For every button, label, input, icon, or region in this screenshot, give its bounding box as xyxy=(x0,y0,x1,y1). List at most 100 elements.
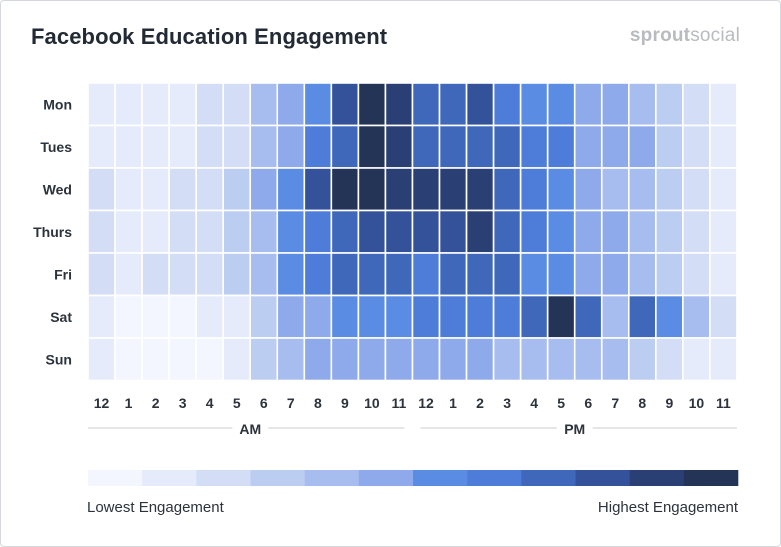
hour-label: 3 xyxy=(179,395,187,411)
heatmap-cell xyxy=(411,209,441,254)
legend-swatch xyxy=(304,470,360,486)
heatmap-cell xyxy=(411,337,441,382)
heatmap-cell xyxy=(114,124,143,169)
heatmap-cell xyxy=(492,337,522,382)
heatmap-cell xyxy=(195,124,225,169)
heatmap-cell xyxy=(249,82,279,127)
heatmap-cell xyxy=(222,124,252,169)
heatmap-cell xyxy=(195,337,225,382)
day-label: Wed xyxy=(43,181,72,197)
heatmap-cell xyxy=(492,124,522,169)
heatmap-cell xyxy=(655,337,684,382)
heatmap-cell xyxy=(357,167,387,212)
heatmap-cell xyxy=(249,252,279,297)
hour-label: 8 xyxy=(314,395,322,411)
heatmap-cell xyxy=(168,294,197,339)
heatmap-cell xyxy=(384,294,414,339)
heatmap-cell xyxy=(546,167,576,212)
heatmap-cell xyxy=(303,294,333,339)
heatmap-cell xyxy=(519,294,549,339)
heatmap-cell xyxy=(600,124,630,169)
hour-label: 4 xyxy=(530,395,538,411)
heatmap-cell xyxy=(87,124,116,169)
heatmap-cell xyxy=(276,294,306,339)
pm-label: PM xyxy=(564,421,585,437)
heatmap-cell xyxy=(709,337,738,382)
brand-regular-text: social xyxy=(690,25,740,46)
am-label-background xyxy=(232,420,269,436)
heatmap-cell xyxy=(465,209,495,254)
am-label: AM xyxy=(239,421,261,437)
heatmap-cell xyxy=(438,252,468,297)
heatmap-cell xyxy=(249,209,279,254)
heatmap-cell xyxy=(573,252,603,297)
heatmap-cell xyxy=(519,209,549,254)
heatmap-cell xyxy=(357,124,387,169)
heatmap-cell xyxy=(357,337,387,382)
heatmap-cell xyxy=(682,294,711,339)
heatmap-cell xyxy=(709,252,738,297)
heatmap-cell xyxy=(438,82,468,127)
hour-label: 10 xyxy=(364,395,380,411)
heatmap-cell xyxy=(627,252,657,297)
heatmap-cell xyxy=(465,124,495,169)
legend-swatch xyxy=(575,470,630,486)
heatmap-cell xyxy=(492,209,522,254)
pm-label-background xyxy=(556,420,593,436)
heatmap-cell xyxy=(87,294,116,339)
heatmap-cell xyxy=(546,82,576,127)
heatmap-cell xyxy=(709,124,738,169)
heatmap-cell xyxy=(655,252,684,297)
legend-swatch xyxy=(196,470,251,486)
heatmap-cell xyxy=(573,337,603,382)
heatmap-cell xyxy=(411,167,441,212)
heatmap-cell xyxy=(330,209,360,254)
heatmap-cell xyxy=(114,252,143,297)
heatmap-cell xyxy=(87,167,116,212)
heatmap-cell xyxy=(222,167,252,212)
day-label: Thurs xyxy=(33,224,72,240)
heatmap-cell xyxy=(709,82,738,127)
heatmap-cell xyxy=(600,294,630,339)
heatmap-cell xyxy=(195,252,225,297)
heatmap-cell xyxy=(168,167,197,212)
heatmap-cell xyxy=(519,337,549,382)
heatmap-cell xyxy=(492,252,522,297)
heatmap-cell xyxy=(276,167,306,212)
heatmap-cell xyxy=(682,167,711,212)
heatmap-cell xyxy=(303,337,333,382)
heatmap-cell xyxy=(87,337,116,382)
heatmap-cell xyxy=(492,82,522,127)
heatmap-cell xyxy=(303,252,333,297)
heatmap-cell xyxy=(141,252,170,297)
day-label: Sat xyxy=(50,309,72,325)
heatmap-cell xyxy=(357,294,387,339)
heatmap-cell xyxy=(465,82,495,127)
heatmap-cell xyxy=(276,337,306,382)
heatmap-cell xyxy=(276,82,306,127)
brand-bold-text: sprout xyxy=(629,25,691,46)
highest-engagement-label: Highest Engagement xyxy=(597,499,738,516)
hour-label: 4 xyxy=(206,395,214,411)
hour-label: 2 xyxy=(476,395,484,411)
heatmap-cell xyxy=(357,82,387,127)
lowest-engagement-label: Lowest Engagement xyxy=(87,499,224,516)
hour-label: 6 xyxy=(260,395,268,411)
heatmap-cell xyxy=(114,337,143,382)
heatmap-cell xyxy=(222,209,252,254)
heatmap-cell xyxy=(519,82,549,127)
hour-label: 12 xyxy=(418,395,434,411)
heatmap-cell xyxy=(627,337,657,382)
heatmap-cell xyxy=(168,82,197,127)
heatmap-cell xyxy=(465,252,495,297)
heatmap-cell xyxy=(384,124,414,169)
hour-label: 10 xyxy=(689,395,705,411)
heatmap-cell xyxy=(276,209,306,254)
legend-swatch xyxy=(413,470,468,486)
heatmap-cell xyxy=(141,82,170,127)
hour-label: 7 xyxy=(611,395,619,411)
heatmap-cell xyxy=(384,252,414,297)
heatmap-cell xyxy=(438,294,468,339)
heatmap-cell xyxy=(249,294,279,339)
hour-label: 1 xyxy=(125,395,133,411)
